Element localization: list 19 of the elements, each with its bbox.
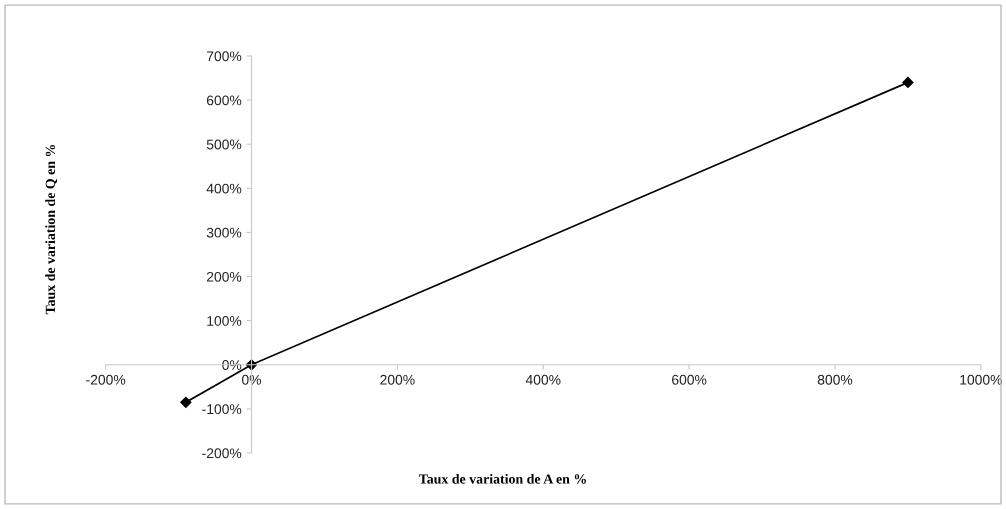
y-tick-label: -200% bbox=[202, 448, 242, 459]
x-tick-label: 200% bbox=[380, 374, 415, 385]
x-tick-label: 0% bbox=[242, 374, 262, 385]
y-tick-label: -100% bbox=[202, 404, 242, 415]
y-tick-label: 500% bbox=[206, 139, 242, 150]
y-tick-label: 600% bbox=[206, 95, 242, 106]
y-tick-label: 700% bbox=[206, 51, 242, 62]
y-tick-label: 100% bbox=[207, 316, 242, 326]
x-tick-label: 600% bbox=[672, 374, 707, 385]
x-axis-title: Taux de variation de A en % bbox=[418, 473, 586, 484]
x-tick-label: 400% bbox=[525, 374, 561, 385]
x-tick-label: 1000% bbox=[960, 374, 1002, 385]
y-tick-label: 0% bbox=[222, 360, 242, 370]
y-tick-label: 200% bbox=[206, 271, 242, 282]
y-tick-label: 400% bbox=[206, 183, 242, 194]
x-tick-label: 800% bbox=[817, 374, 853, 385]
x-tick-label: -200% bbox=[86, 374, 126, 385]
y-tick-label: 300% bbox=[206, 227, 242, 238]
y-axis-title: Taux de variation de Q en % bbox=[45, 144, 58, 315]
